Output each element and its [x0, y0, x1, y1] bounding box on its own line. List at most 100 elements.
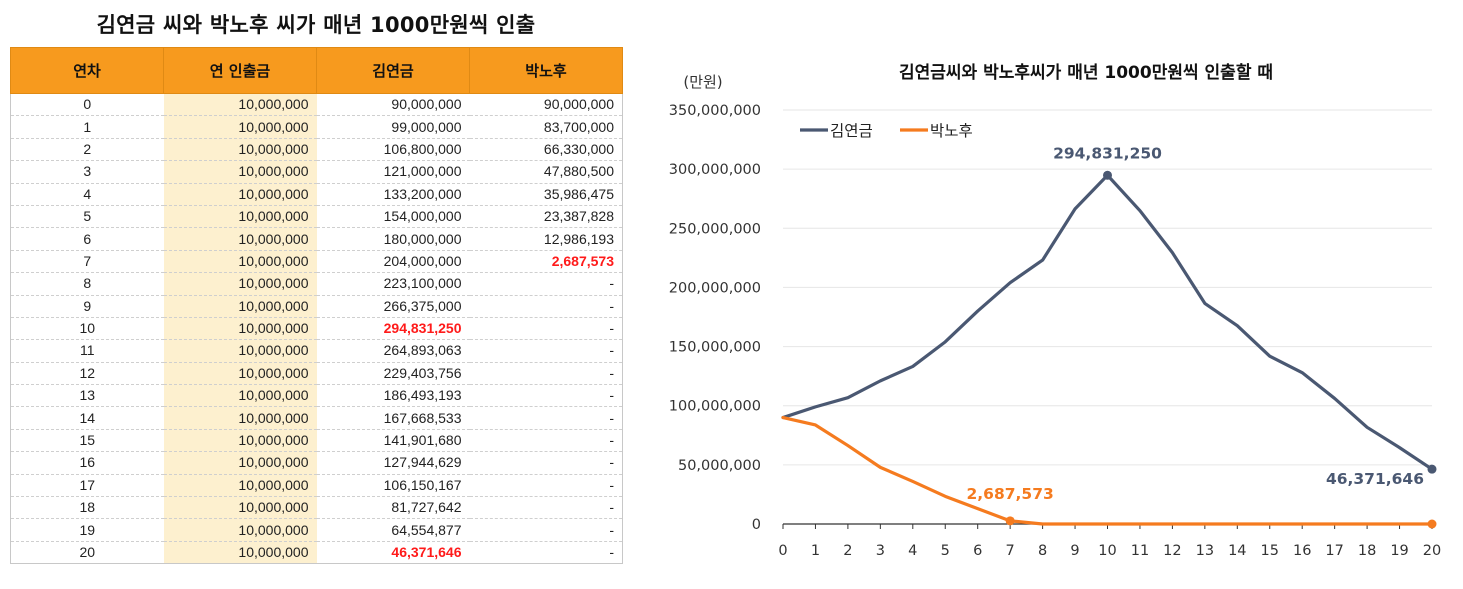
table-row: 14 10,000,000 167,668,533-	[10, 406, 623, 430]
park-balance-cell: 90,000,000	[469, 93, 623, 117]
y-tick-label: 0	[752, 517, 761, 533]
withdrawal-table-container: 연차 연 인출금 김연금 박노후 0 10,000,000 90,000,000 90…	[10, 47, 623, 565]
withdraw-cell: 10,000,000	[163, 474, 317, 498]
year-cell: 15	[10, 429, 164, 453]
withdraw-cell: 10,000,000	[163, 295, 317, 318]
table-row: 8 10,000,000 223,100,000-	[10, 272, 623, 296]
withdraw-cell: 10,000,000	[163, 227, 317, 251]
table-row: 20 10,000,000 46,371,646-	[10, 541, 623, 565]
x-tick-label: 9	[1070, 543, 1079, 559]
park-balance-cell: -	[469, 272, 623, 296]
table-row: 12 10,000,000 229,403,756-	[10, 362, 623, 386]
table-row: 2 10,000,000 106,800,000 66,330,000	[10, 138, 623, 162]
park-balance-cell: -	[469, 339, 623, 363]
kim-balance-cell: 223,100,000	[316, 272, 470, 296]
withdraw-cell: 10,000,000	[163, 317, 317, 341]
y-tick-label: 50,000,000	[678, 458, 761, 474]
x-tick-label: 3	[876, 543, 885, 559]
park-balance-cell: -	[469, 362, 623, 386]
year-cell: 5	[10, 205, 164, 229]
x-tick-label: 20	[1423, 543, 1441, 559]
data-labels: 294,831,250 46,371,646 2,687,573	[967, 144, 1424, 503]
withdraw-cell: 10,000,000	[163, 250, 317, 274]
kim-balance-cell: 90,000,000	[316, 93, 470, 117]
kim-balance-cell: 141,901,680	[316, 429, 470, 453]
y-tick-label: 150,000,000	[669, 340, 761, 356]
x-tick-label: 5	[941, 543, 950, 559]
kim-balance-cell: 266,375,000	[316, 295, 470, 318]
x-tick-label: 12	[1163, 543, 1181, 559]
legend-label: 김연금	[830, 122, 873, 140]
park-balance-cell: 83,700,000	[469, 115, 623, 139]
kim-balance-cell: 180,000,000	[316, 227, 470, 251]
y-tick-label: 100,000,000	[669, 399, 761, 415]
year-cell: 7	[10, 250, 164, 274]
withdraw-cell: 10,000,000	[163, 115, 317, 139]
year-cell: 6	[10, 227, 164, 251]
legend-label: 박노후	[930, 122, 973, 140]
year-cell: 9	[10, 295, 164, 318]
year-cell: 14	[10, 406, 164, 430]
data-label: 294,831,250	[1053, 144, 1162, 162]
x-tick-label: 1	[811, 543, 820, 559]
park-balance-cell: -	[469, 384, 623, 408]
chart-unit-label: (만원)	[683, 73, 722, 91]
withdraw-cell: 10,000,000	[163, 406, 317, 430]
park-balance-cell: -	[469, 406, 623, 430]
x-tick-label: 6	[973, 543, 982, 559]
x-tick-label: 17	[1325, 543, 1343, 559]
withdraw-cell: 10,000,000	[163, 429, 317, 453]
park-balance-cell: 12,986,193	[469, 227, 623, 251]
x-tick-label: 8	[1038, 543, 1047, 559]
header-withdraw: 연 인출금	[163, 47, 317, 94]
table-row: 10 10,000,000 294,831,250-	[10, 317, 623, 341]
table-row: 5 10,000,000 154,000,000 23,387,828	[10, 205, 623, 229]
line-chart: 김연금씨와 박노후씨가 매년 1000만원씩 인출할 때 (만원) 0 50,00…	[640, 40, 1463, 585]
year-cell: 16	[10, 451, 164, 475]
withdraw-cell: 10,000,000	[163, 541, 317, 565]
park-balance-cell: -	[469, 541, 623, 565]
gridlines	[783, 109, 1432, 466]
table-row: 16 10,000,000 127,944,629-	[10, 451, 623, 475]
withdrawal-table: 연차 연 인출금 김연금 박노후 0 10,000,000 90,000,000 90…	[10, 47, 623, 565]
axes: 0 50,000,000 100,000,000 150,000,000 200,000…	[669, 103, 1441, 559]
table-header-row: 연차 연 인출금 김연금 박노후	[10, 47, 623, 94]
kim-balance-cell: 229,403,756	[316, 362, 470, 386]
x-tick-label: 4	[908, 543, 917, 559]
year-cell: 17	[10, 474, 164, 498]
data-label: 2,687,573	[967, 485, 1054, 503]
kim-balance-cell: 264,893,063	[316, 339, 470, 363]
header-year: 연차	[10, 47, 164, 94]
x-tick-label: 10	[1098, 543, 1116, 559]
year-cell: 10	[10, 317, 164, 341]
x-tick-label: 18	[1358, 543, 1376, 559]
park-balance-cell: 47,880,500	[469, 160, 623, 184]
table-row: 1 10,000,000 99,000,000 83,700,000	[10, 115, 623, 139]
kim-balance-cell: 99,000,000	[316, 115, 470, 139]
table-row: 15 10,000,000 141,901,680-	[10, 429, 623, 453]
year-cell: 2	[10, 138, 164, 162]
point-marker	[1103, 170, 1112, 180]
table-row: 11 10,000,000 264,893,063-	[10, 339, 623, 363]
point-marker	[1427, 464, 1437, 474]
table-row: 7 10,000,000 204,000,000 2,687,573	[10, 250, 623, 274]
chart-svg: 김연금씨와 박노후씨가 매년 1000만원씩 인출할 때 (만원) 0 50,00…	[669, 62, 1441, 559]
park-balance-cell: -	[469, 317, 623, 341]
kim-balance-cell: 121,000,000	[316, 160, 470, 184]
table-title: 김연금 씨와 박노후 씨가 매년 1000만원씩 인출	[96, 13, 536, 37]
table-row: 17 10,000,000 106,150,167-	[10, 474, 623, 498]
table-row: 18 10,000,000 81,727,642-	[10, 496, 623, 520]
kim-balance-cell: 81,727,642	[316, 496, 470, 520]
legend: 김연금 박노후	[800, 122, 973, 140]
kim-balance-cell: 127,944,629	[316, 451, 470, 475]
table-row: 19 10,000,000 64,554,877-	[10, 518, 623, 542]
park-balance-cell: 35,986,475	[469, 183, 623, 206]
series-line-0	[781, 173, 1434, 471]
park-balance-cell: -	[469, 451, 623, 475]
table-row: 9 10,000,000 266,375,000-	[10, 295, 623, 318]
year-cell: 11	[10, 339, 164, 363]
withdraw-cell: 10,000,000	[163, 496, 317, 520]
park-balance-cell: -	[469, 474, 623, 498]
withdraw-cell: 10,000,000	[163, 518, 317, 542]
point-marker	[1005, 516, 1015, 526]
